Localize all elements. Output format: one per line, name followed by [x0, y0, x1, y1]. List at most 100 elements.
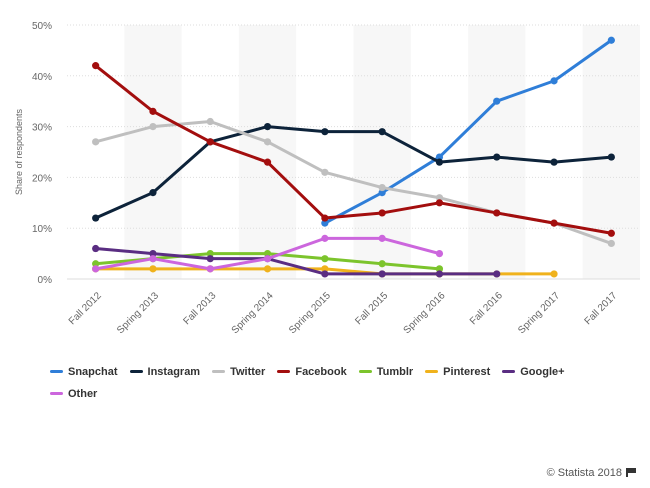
series-google[interactable]: [92, 244, 501, 278]
legend-item-google[interactable]: Google+: [502, 366, 565, 378]
point-other[interactable]: [321, 234, 329, 242]
point-facebook[interactable]: [263, 158, 272, 166]
point-google[interactable]: [149, 250, 157, 258]
point-tumblr[interactable]: [435, 265, 444, 273]
point-snapchat[interactable]: [493, 97, 501, 105]
line-instagram[interactable]: [94, 125, 613, 220]
point-twitter[interactable]: [607, 239, 615, 248]
point-google[interactable]: [206, 255, 214, 263]
point-pinterest[interactable]: [149, 265, 157, 273]
point-instagram[interactable]: [321, 128, 329, 136]
x-tick-label: Spring 2015: [287, 290, 333, 336]
point-other[interactable]: [206, 265, 214, 273]
legend-item-facebook[interactable]: Facebook: [277, 366, 347, 378]
point-pinterest[interactable]: [263, 265, 272, 273]
point-twitter[interactable]: [263, 138, 272, 146]
point-facebook[interactable]: [92, 62, 100, 70]
x-tick-label: Fall 2015: [353, 290, 390, 327]
credits[interactable]: © Statista 2018: [547, 467, 638, 479]
point-google[interactable]: [378, 270, 386, 278]
point-instagram[interactable]: [550, 158, 558, 166]
point-other[interactable]: [149, 255, 157, 263]
x-tick-label: Spring 2017: [516, 290, 562, 336]
x-tick-label: Spring 2013: [115, 290, 161, 336]
series-snapchat[interactable]: [321, 36, 615, 227]
point-instagram[interactable]: [263, 123, 272, 131]
legend-label: Snapchat: [68, 366, 118, 378]
x-axis-ticks: Fall 2012 Spring 2013 Fall 2013 Spring 2014…: [67, 290, 620, 336]
series-instagram[interactable]: [92, 123, 615, 222]
point-other[interactable]: [263, 255, 272, 263]
point-twitter[interactable]: [206, 117, 214, 126]
credits-text[interactable]: © Statista 2018: [546, 467, 622, 479]
point-twitter[interactable]: [149, 123, 157, 131]
point-snapchat[interactable]: [435, 153, 444, 161]
point-snapchat[interactable]: [550, 77, 558, 85]
point-google[interactable]: [493, 270, 501, 278]
point-facebook[interactable]: [321, 214, 329, 222]
point-tumblr[interactable]: [92, 260, 100, 268]
point-facebook[interactable]: [378, 209, 386, 217]
point-twitter[interactable]: [92, 138, 100, 146]
point-twitter[interactable]: [378, 183, 386, 192]
y-tick-label: 10%: [32, 224, 52, 235]
point-tumblr[interactable]: [321, 255, 329, 263]
plot-band: [468, 25, 526, 279]
legend-item-other[interactable]: Other: [50, 388, 97, 400]
line-snapchat[interactable]: [323, 38, 613, 225]
legend-item-pinterest[interactable]: Pinterest: [425, 366, 490, 378]
point-twitter[interactable]: [435, 194, 444, 202]
legend-item-twitter[interactable]: Twitter: [212, 366, 265, 378]
line-facebook[interactable]: [94, 64, 613, 235]
point-other[interactable]: [435, 250, 444, 258]
point-tumblr[interactable]: [263, 250, 272, 258]
line-google[interactable]: [94, 247, 499, 276]
point-google[interactable]: [435, 270, 444, 278]
legend-item-snapchat[interactable]: Snapchat: [50, 366, 118, 378]
x-tick-label: Fall 2016: [468, 290, 505, 327]
point-other[interactable]: [92, 265, 100, 273]
point-snapchat[interactable]: [321, 219, 329, 227]
point-facebook[interactable]: [493, 209, 501, 217]
point-instagram[interactable]: [607, 153, 615, 161]
legend-swatch: [50, 391, 63, 395]
legend-swatch: [277, 369, 291, 373]
point-instagram[interactable]: [435, 158, 444, 166]
series-facebook[interactable]: [92, 62, 615, 237]
point-google[interactable]: [92, 244, 100, 253]
point-pinterest[interactable]: [321, 265, 329, 273]
point-instagram[interactable]: [92, 214, 100, 222]
y-axis-ticks: 0% 10% 20% 30% 40% 50%: [32, 21, 52, 286]
legend-swatch: [129, 369, 143, 373]
y-tick-label: 30%: [32, 123, 52, 134]
point-pinterest[interactable]: [550, 270, 558, 278]
y-tick-label: 40%: [32, 72, 52, 83]
chart: 0%10%20%30%40%50% Fall 2012 Spring 2013 Fa…: [14, 21, 640, 336]
point-instagram[interactable]: [378, 128, 386, 136]
legend-label: Instagram: [147, 366, 201, 378]
legend-swatch: [425, 369, 439, 373]
y-axis-label: Share of respondents: [14, 108, 24, 195]
point-google[interactable]: [321, 270, 329, 278]
point-facebook[interactable]: [550, 219, 558, 227]
series-other[interactable]: [92, 234, 444, 273]
point-tumblr[interactable]: [206, 250, 214, 258]
point-facebook[interactable]: [149, 107, 157, 115]
point-instagram[interactable]: [493, 153, 501, 161]
legend-label: Facebook: [295, 366, 347, 378]
legend-swatch: [50, 369, 63, 373]
series-group: [92, 36, 615, 278]
point-snapchat[interactable]: [607, 36, 615, 44]
point-other[interactable]: [378, 234, 386, 242]
point-snapchat[interactable]: [378, 189, 386, 197]
point-tumblr[interactable]: [378, 260, 386, 268]
point-facebook[interactable]: [206, 138, 214, 146]
legend-label: Pinterest: [443, 366, 491, 378]
point-twitter[interactable]: [321, 168, 329, 176]
point-instagram[interactable]: [149, 189, 157, 197]
point-facebook[interactable]: [435, 199, 444, 207]
legend-item-instagram[interactable]: Instagram: [129, 366, 201, 378]
point-facebook[interactable]: [607, 229, 615, 237]
x-tick-label: Fall 2017: [583, 290, 620, 327]
legend-item-tumblr[interactable]: Tumblr: [358, 366, 413, 378]
